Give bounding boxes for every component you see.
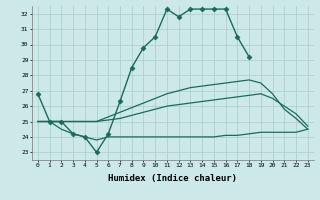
X-axis label: Humidex (Indice chaleur): Humidex (Indice chaleur) xyxy=(108,174,237,183)
